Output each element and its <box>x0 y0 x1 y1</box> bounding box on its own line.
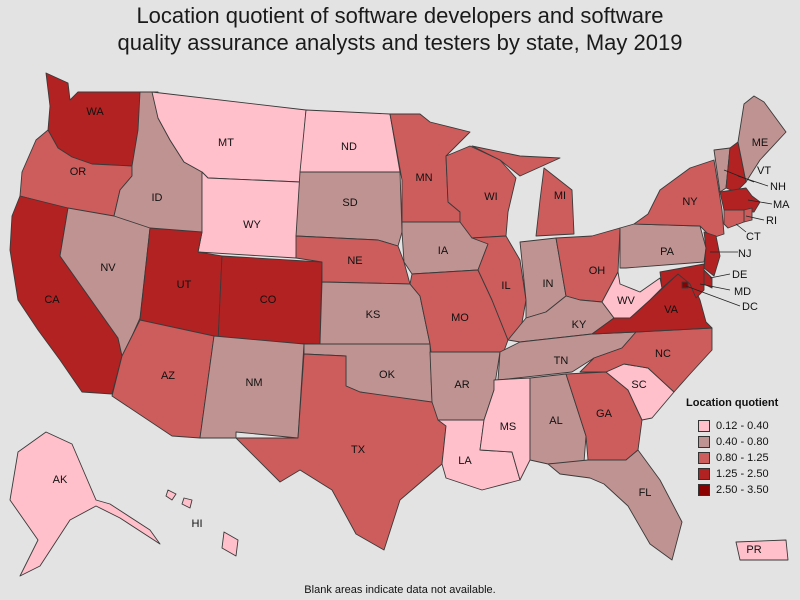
legend-title: Location quotient <box>686 397 779 409</box>
label-il: IL <box>501 280 510 292</box>
label-ut: UT <box>177 279 192 291</box>
label-az: AZ <box>161 370 175 382</box>
label-sc: SC <box>631 379 646 391</box>
label-vt: VT <box>757 165 771 177</box>
legend-label: 0.40 - 0.80 <box>716 436 769 448</box>
title-line-1: Location quotient of software developers… <box>136 3 664 28</box>
state-wy[interactable] <box>197 171 301 259</box>
label-va: VA <box>664 304 679 316</box>
label-ar: AR <box>454 379 469 391</box>
label-wi: WI <box>484 191 497 203</box>
state-pr[interactable] <box>735 539 789 561</box>
label-nv: NV <box>100 262 116 274</box>
label-la: LA <box>458 455 472 467</box>
state-nh[interactable] <box>725 141 747 193</box>
label-al: AL <box>549 415 562 427</box>
label-co: CO <box>260 294 277 306</box>
label-mn: MN <box>415 172 432 184</box>
legend-label: 2.50 - 3.50 <box>716 484 769 496</box>
label-mt: MT <box>218 137 234 149</box>
label-nj: NJ <box>738 248 751 260</box>
label-tx: TX <box>351 444 366 456</box>
state-nj[interactable] <box>703 231 721 277</box>
label-ct: CT <box>746 231 761 243</box>
state-ct[interactable] <box>723 209 745 229</box>
label-wv: WV <box>617 295 635 307</box>
legend-item: 0.12 - 0.40 <box>686 418 778 434</box>
legend-swatch <box>698 484 710 496</box>
label-sd: SD <box>342 197 357 209</box>
label-wy: WY <box>243 219 261 231</box>
label-hi: HI <box>192 518 203 530</box>
label-ga: GA <box>596 408 613 420</box>
label-ks: KS <box>366 309 381 321</box>
label-mi: MI <box>554 190 566 202</box>
label-wa: WA <box>86 106 104 118</box>
state-ny[interactable] <box>633 159 725 239</box>
legend-label: 0.80 - 1.25 <box>716 452 769 464</box>
label-or: OR <box>70 166 87 178</box>
state-tx[interactable] <box>235 353 447 551</box>
legend-label: 1.25 - 2.50 <box>716 468 769 480</box>
label-mo: MO <box>451 312 469 324</box>
label-ak: AK <box>53 474 68 486</box>
label-me: ME <box>752 137 769 149</box>
label-ri: RI <box>766 215 777 227</box>
label-nd: ND <box>341 141 357 153</box>
label-ky: KY <box>572 319 587 331</box>
label-ia: IA <box>438 245 449 257</box>
label-de: DE <box>732 269 747 281</box>
legend-item: 2.50 - 3.50 <box>686 482 778 498</box>
label-pr: PR <box>746 544 761 556</box>
label-ca: CA <box>44 294 60 306</box>
legend-swatch <box>698 420 710 432</box>
title-line-2: quality assurance analysts and testers b… <box>117 30 683 55</box>
label-ms: MS <box>500 421 517 433</box>
label-md: MD <box>734 286 751 298</box>
legend: Location quotient 0.12 - 0.40 0.40 - 0.8… <box>686 397 778 498</box>
label-fl: FL <box>639 487 652 499</box>
label-dc: DC <box>742 301 758 313</box>
label-oh: OH <box>589 265 606 277</box>
footnote: Blank areas indicate data not available. <box>304 584 496 596</box>
state-me[interactable] <box>737 95 787 183</box>
label-ok: OK <box>379 369 396 381</box>
legend-item: 0.40 - 0.80 <box>686 434 778 450</box>
state-dc[interactable] <box>681 281 689 289</box>
label-tn: TN <box>554 355 569 367</box>
label-ma: MA <box>773 199 790 211</box>
label-ne: NE <box>347 255 362 267</box>
state-fl[interactable] <box>547 449 683 561</box>
label-nc: NC <box>655 348 671 360</box>
label-ny: NY <box>682 196 698 208</box>
state-mi[interactable] <box>471 145 575 237</box>
label-nm: NM <box>245 377 262 389</box>
legend-item: 1.25 - 2.50 <box>686 466 778 482</box>
state-sd[interactable] <box>295 171 403 247</box>
label-id: ID <box>152 192 163 204</box>
legend-swatch <box>698 468 710 480</box>
legend-item: 0.80 - 1.25 <box>686 450 778 466</box>
map-title: Location quotient of software developers… <box>0 2 800 56</box>
legend-label: 0.12 - 0.40 <box>716 420 769 432</box>
state-nc[interactable] <box>579 327 713 393</box>
state-ma[interactable] <box>719 187 761 213</box>
state-md[interactable] <box>659 263 705 299</box>
legend-swatch <box>698 452 710 464</box>
state-ak[interactable] <box>9 431 161 577</box>
state-wv[interactable] <box>601 271 663 319</box>
label-pa: PA <box>660 246 675 258</box>
label-in: IN <box>543 278 554 290</box>
state-ri[interactable] <box>743 207 753 223</box>
label-nh: NH <box>770 181 786 193</box>
legend-swatch <box>698 436 710 448</box>
state-hi[interactable] <box>165 489 239 557</box>
